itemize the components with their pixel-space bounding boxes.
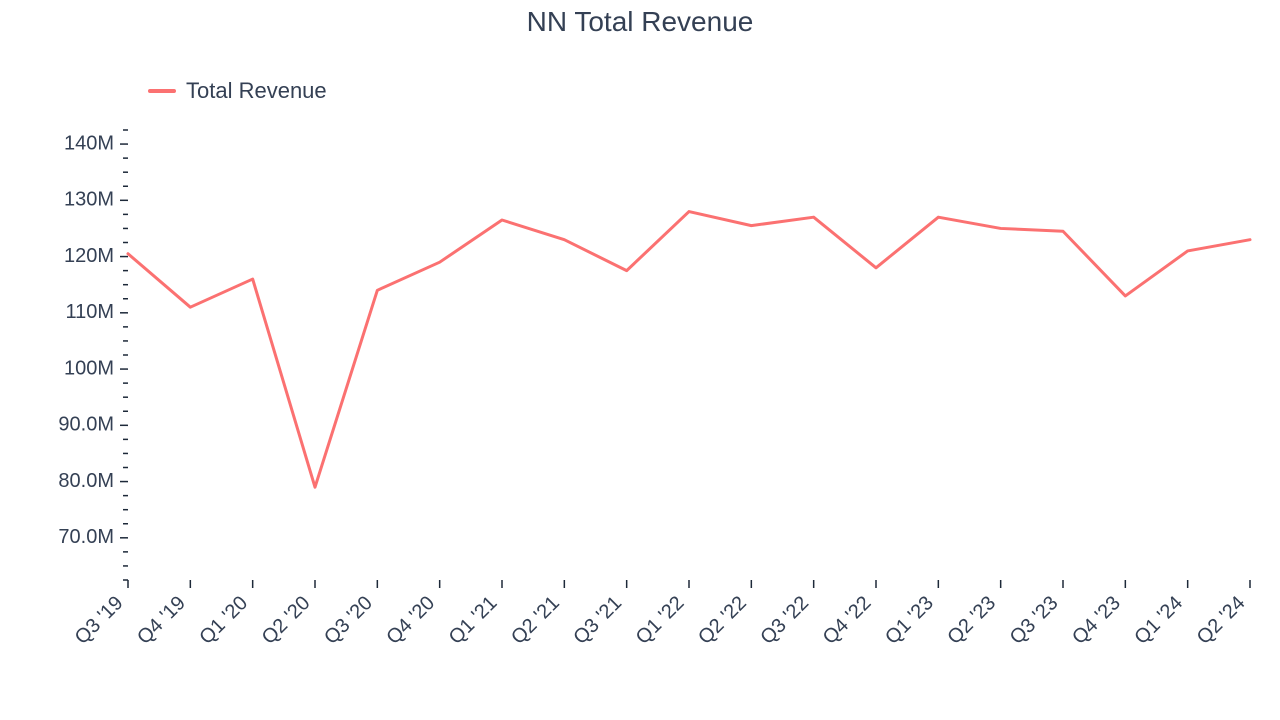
series-line-0 [128,212,1250,488]
x-axis-label: Q1 '23 [881,592,938,649]
x-axis-label: Q2 '20 [258,592,315,649]
x-axis-label: Q3 '19 [71,592,128,649]
x-axis-label: Q2 '24 [1193,592,1250,649]
y-axis-label: 140M [64,132,114,154]
x-axis-label: Q3 '21 [569,592,626,649]
x-axis-label: Q3 '23 [1006,592,1063,649]
chart-container: NN Total Revenue Total Revenue 70.0M80.0… [0,0,1280,720]
x-axis-label: Q4 '19 [133,592,190,649]
x-axis-label: Q1 '22 [632,592,689,649]
x-axis-label: Q1 '24 [1130,592,1187,649]
y-axis-label: 110M [65,301,114,323]
x-axis-label: Q4 '20 [382,592,439,649]
y-axis-label: 80.0M [58,470,114,492]
y-axis-label: 120M [64,245,114,267]
x-axis-label: Q2 '22 [694,592,751,649]
x-axis-label: Q3 '20 [320,592,377,649]
y-axis-label: 130M [64,189,114,211]
y-axis-label: 90.0M [58,414,114,436]
x-axis-label: Q4 '22 [819,592,876,649]
y-axis-label: 100M [64,357,114,379]
x-axis-label: Q3 '22 [756,592,813,649]
line-chart: 70.0M 80.0M 90.0M 100M 110M 120M 130M 140M Q3 '1… [0,0,1280,720]
x-axis-label: Q1 '20 [195,592,252,649]
y-axis-label: 70.0M [58,526,114,548]
x-axis-label: Q4 '23 [1068,592,1125,649]
x-axis-label: Q2 '21 [507,592,564,649]
x-axis-label: Q1 '21 [445,592,502,649]
x-axis-label: Q2 '23 [943,592,1000,649]
